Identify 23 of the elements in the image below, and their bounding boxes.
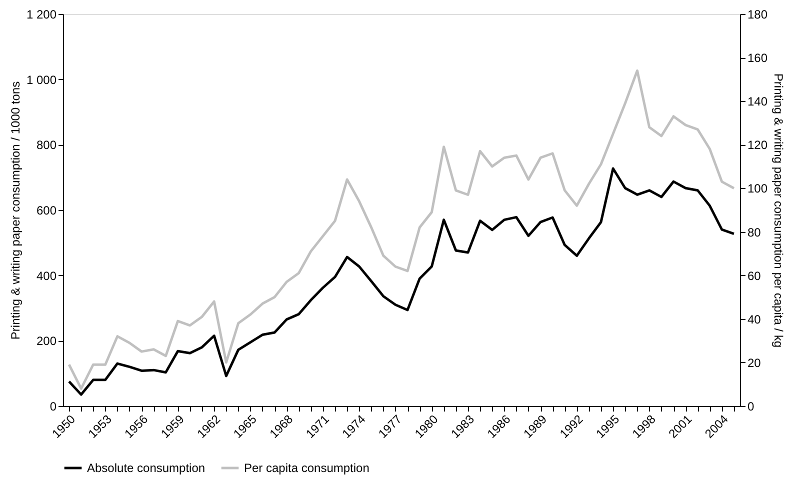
legend-label: Absolute consumption — [87, 461, 206, 475]
y2-tick-label: 20 — [748, 356, 762, 370]
y2-tick-label: 140 — [748, 94, 768, 109]
y-tick-label: 600 — [36, 204, 57, 218]
y2-tick-label: 0 — [748, 400, 754, 414]
line-series — [68, 167, 736, 396]
y-tick-label: 800 — [36, 138, 57, 152]
y-tick-label: 400 — [36, 268, 57, 283]
y2-tick-label: 40 — [748, 312, 762, 326]
y-tick-label: 1 000 — [26, 72, 57, 87]
y2-tick-label: 120 — [748, 138, 768, 152]
line-series — [68, 69, 736, 390]
y2-tick-label: 180 — [748, 8, 768, 22]
y2-tick-label: 80 — [748, 225, 762, 240]
y2-tick-label: 60 — [748, 268, 762, 283]
y2-axis-title: Printing & writing paper consumption per capita / kg — [772, 73, 786, 348]
legend-label: Per capita consumption — [244, 461, 370, 475]
y-tick-label: 200 — [36, 334, 57, 348]
y-tick-label: 1 200 — [26, 8, 57, 22]
y2-tick-label: 100 — [748, 182, 768, 196]
y-tick-label: 0 — [50, 400, 57, 414]
y2-tick-label: 160 — [748, 51, 768, 66]
y-axis-title: Printing & writing paper consumption / 1000 tons — [8, 81, 22, 340]
